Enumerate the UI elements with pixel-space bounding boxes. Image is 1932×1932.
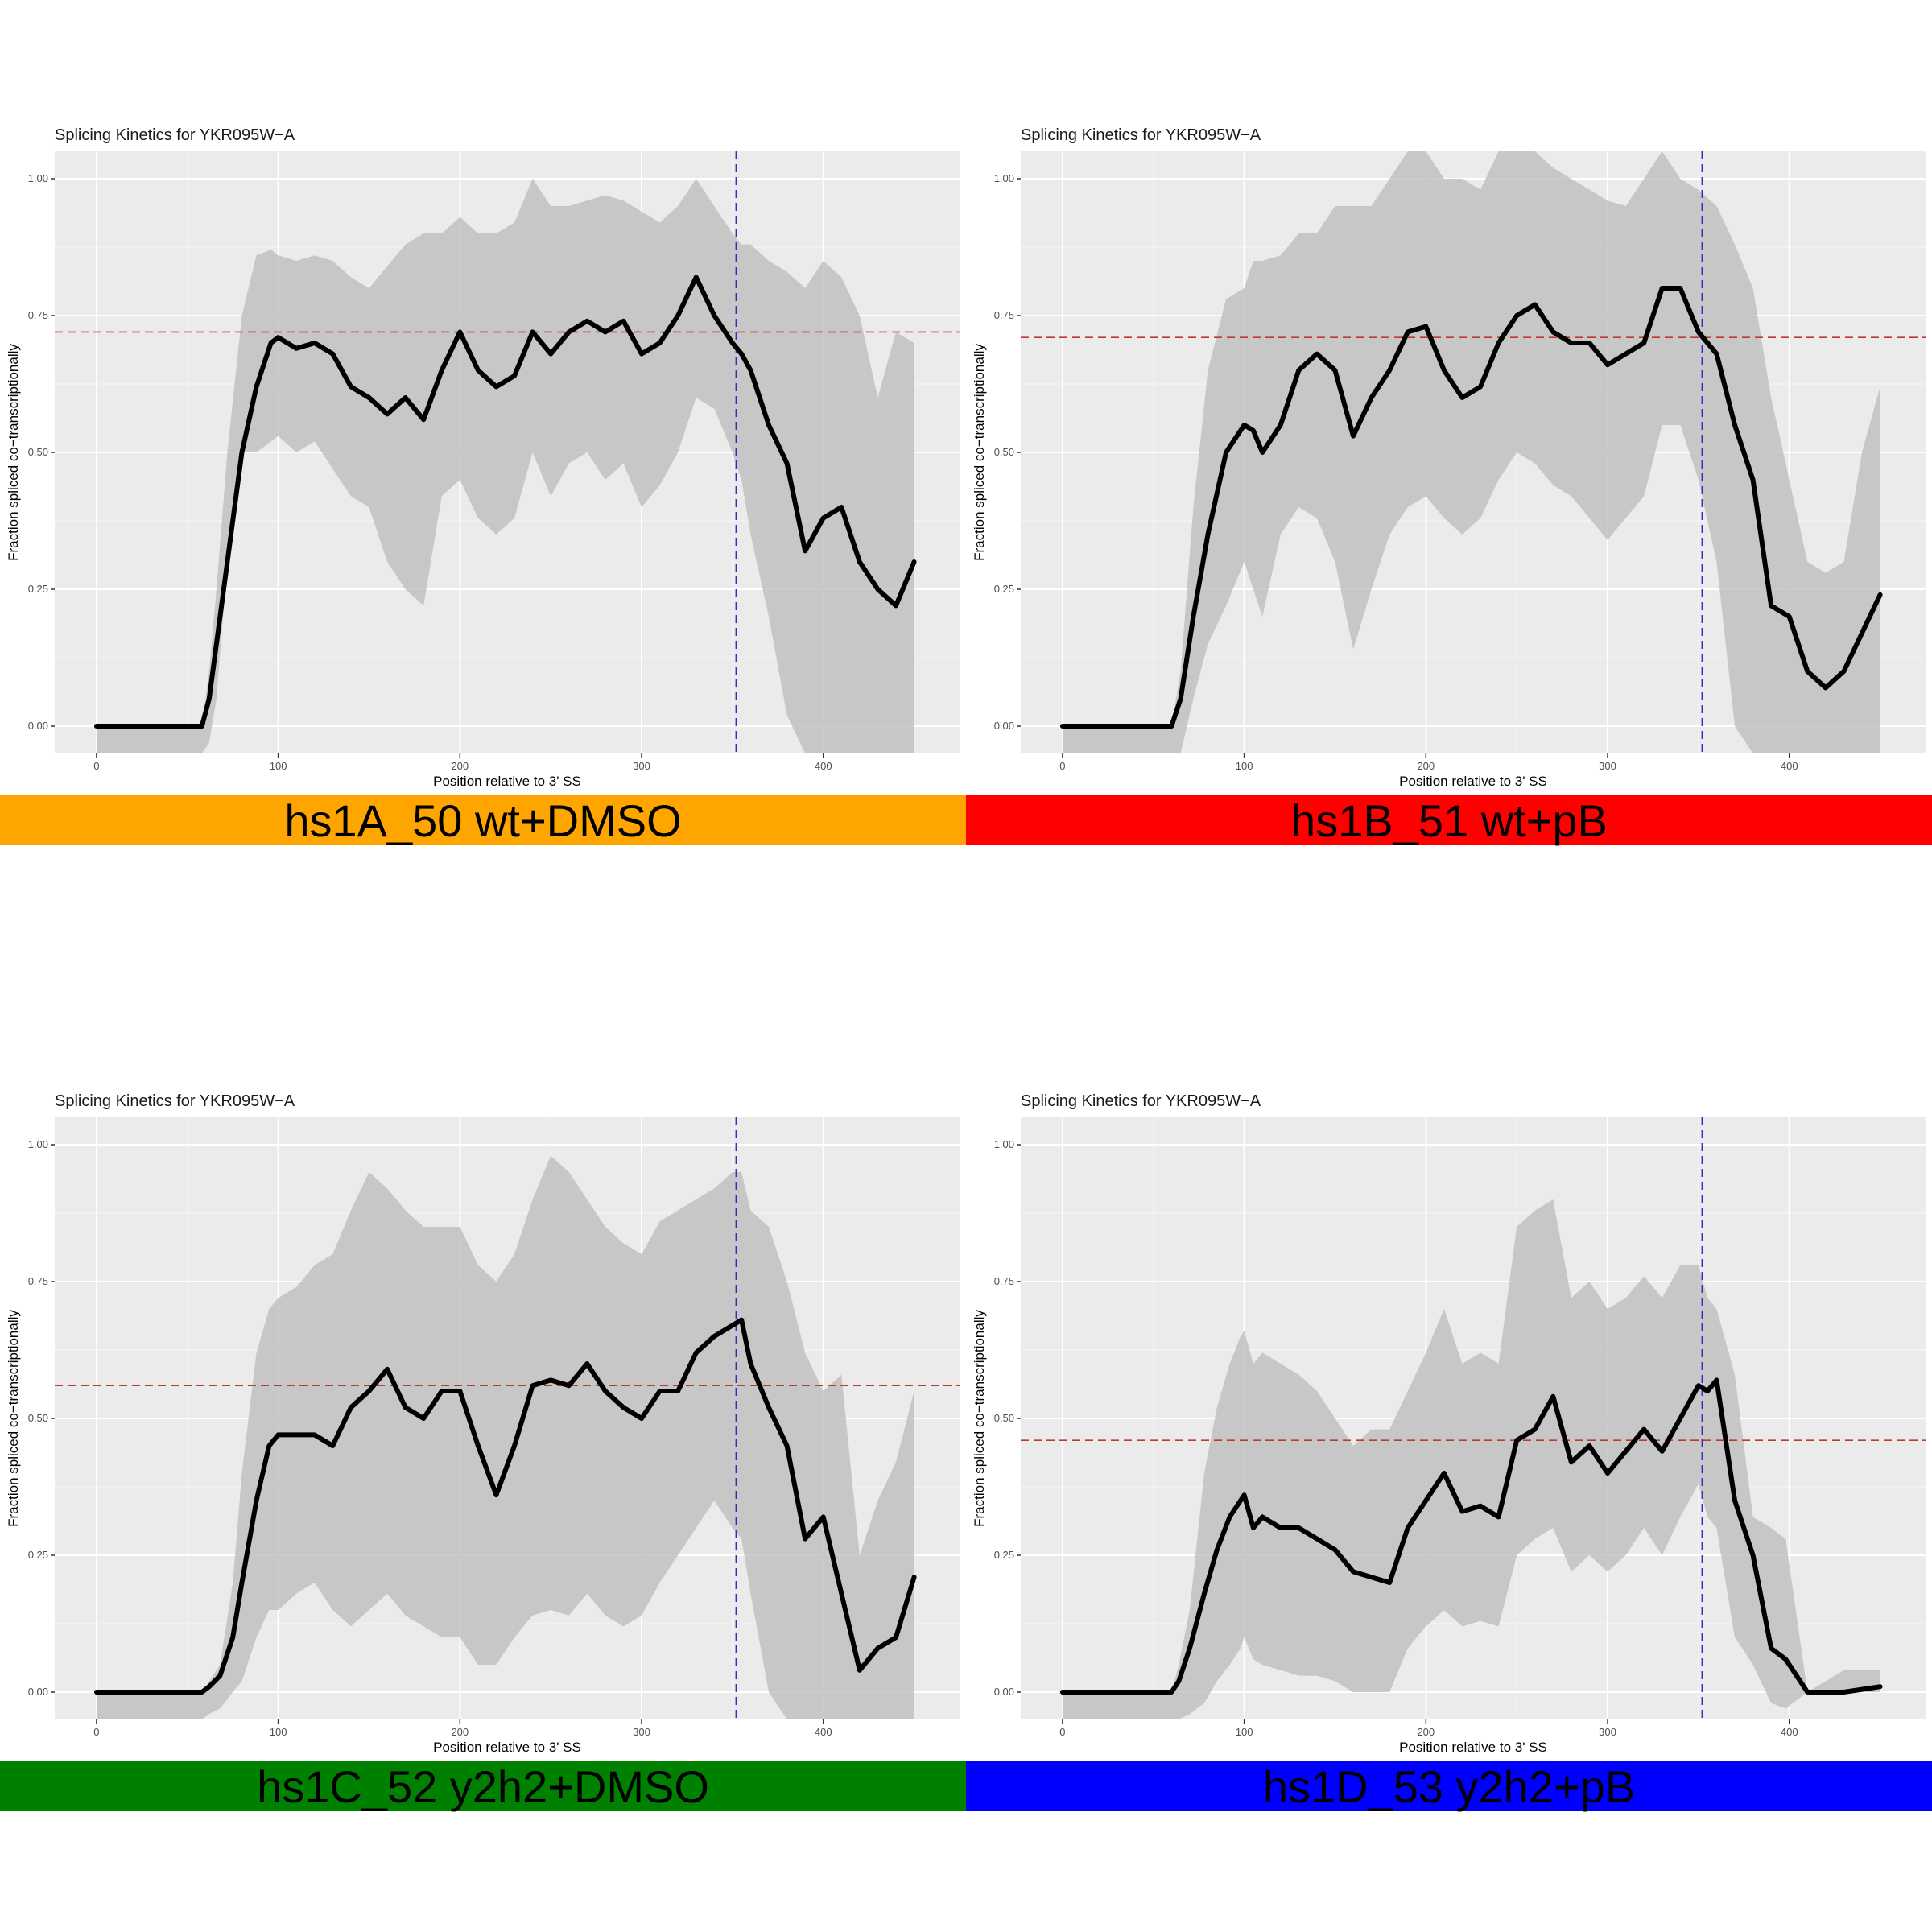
y-tick-label: 0.25 bbox=[994, 1549, 1014, 1561]
y-axis-label: Fraction spliced co−transcriptionally bbox=[972, 344, 987, 561]
chart-panel-4: 0.00 0.25 0.50 0.75 1.00 0 100 200 300 400 Splicin… bbox=[966, 966, 1932, 1932]
confidence-ribbon bbox=[96, 179, 914, 753]
x-axis-label: Position relative to 3' SS bbox=[433, 1740, 581, 1755]
chart-svg-2: 0.00 0.25 0.50 0.75 1.00 0 100 200 300 400 Splicin… bbox=[972, 126, 1926, 789]
y-tick-label: 1.00 bbox=[28, 172, 48, 184]
fraction-spliced-line bbox=[93, 1317, 917, 1695]
chart-panel-1: 0.00 0.25 0.50 0.75 1.00 0 100 200 300 400 Splicin… bbox=[0, 0, 966, 966]
chart-svg-3: 0.00 0.25 0.50 0.75 1.00 0 100 200 300 400 Splicin… bbox=[6, 1092, 960, 1755]
sample-label-text-4: hs1D_53 y2h2+pB bbox=[1262, 1761, 1636, 1812]
x-tick-label: 200 bbox=[451, 1726, 469, 1738]
x-tick-label: 300 bbox=[1599, 1726, 1616, 1738]
confidence-ribbon bbox=[1062, 1199, 1880, 1719]
x-tick-label: 0 bbox=[1059, 1726, 1065, 1738]
x-tick-label: 400 bbox=[1781, 760, 1798, 772]
y-tick-label: 0.50 bbox=[994, 446, 1014, 458]
sample-label-text-1: hs1A_50 wt+DMSO bbox=[284, 795, 682, 846]
confidence-ribbon bbox=[1062, 151, 1880, 753]
x-tick-label: 400 bbox=[815, 760, 832, 772]
plot-layer bbox=[1021, 151, 1926, 753]
x-tick-label: 100 bbox=[1236, 1726, 1253, 1738]
y-tick-label: 0.75 bbox=[28, 1275, 48, 1287]
y-tick-label: 0.25 bbox=[28, 1549, 48, 1561]
x-tick-label: 0 bbox=[93, 760, 99, 772]
x-tick-label: 400 bbox=[1781, 1726, 1798, 1738]
x-axis-label: Position relative to 3' SS bbox=[433, 774, 581, 789]
y-tick-label: 0.50 bbox=[28, 446, 48, 458]
chart-title: Splicing Kinetics for YKR095W−A bbox=[1021, 126, 1261, 144]
x-tick-label: 0 bbox=[93, 1726, 99, 1738]
y-axis-label: Fraction spliced co−transcriptionally bbox=[6, 344, 21, 561]
y-tick-label: 0.75 bbox=[28, 309, 48, 321]
sample-label-1: hs1A_50 wt+DMSO bbox=[0, 795, 966, 846]
x-tick-label: 300 bbox=[1599, 760, 1616, 772]
x-tick-label: 0 bbox=[1059, 760, 1065, 772]
x-tick-label: 100 bbox=[270, 760, 287, 772]
sample-label-2: hs1B_51 wt+pB bbox=[966, 795, 1932, 846]
plot-layer bbox=[1021, 1117, 1926, 1719]
y-tick-label: 0.00 bbox=[994, 720, 1014, 732]
sample-label-3: hs1C_52 y2h2+DMSO bbox=[0, 1761, 966, 1812]
plot-layer bbox=[55, 151, 960, 753]
y-axis-label: Fraction spliced co−transcriptionally bbox=[972, 1310, 987, 1527]
x-tick-label: 100 bbox=[270, 1726, 287, 1738]
plot-layer bbox=[55, 1117, 960, 1719]
y-tick-label: 1.00 bbox=[994, 172, 1014, 184]
chart-title: Splicing Kinetics for YKR095W−A bbox=[55, 1092, 295, 1110]
chart-svg-1: 0.00 0.25 0.50 0.75 1.00 0 100 200 300 400 Splicin… bbox=[6, 126, 960, 789]
confidence-ribbon bbox=[96, 1155, 914, 1719]
sample-label-4: hs1D_53 y2h2+pB bbox=[966, 1761, 1932, 1812]
y-tick-label: 0.00 bbox=[994, 1686, 1014, 1698]
y-tick-label: 0.00 bbox=[28, 1686, 48, 1698]
sample-label-text-3: hs1C_52 y2h2+DMSO bbox=[257, 1761, 709, 1812]
x-tick-label: 200 bbox=[451, 760, 469, 772]
y-tick-label: 1.00 bbox=[994, 1138, 1014, 1150]
x-tick-label: 200 bbox=[1417, 1726, 1435, 1738]
chart-svg-4: 0.00 0.25 0.50 0.75 1.00 0 100 200 300 400 Splicin… bbox=[972, 1092, 1926, 1755]
fraction-spliced-line bbox=[1059, 286, 1883, 729]
y-tick-label: 0.75 bbox=[994, 1275, 1014, 1287]
chart-title: Splicing Kinetics for YKR095W−A bbox=[1021, 1092, 1261, 1110]
y-tick-label: 0.75 bbox=[994, 309, 1014, 321]
chart-title: Splicing Kinetics for YKR095W−A bbox=[55, 126, 295, 144]
x-axis-label: Position relative to 3' SS bbox=[1399, 774, 1547, 789]
y-tick-label: 0.50 bbox=[994, 1412, 1014, 1424]
x-tick-label: 300 bbox=[633, 1726, 650, 1738]
fraction-spliced-line bbox=[93, 275, 917, 729]
fraction-spliced-line bbox=[1059, 1377, 1883, 1695]
x-tick-label: 300 bbox=[633, 760, 650, 772]
y-axis-label: Fraction spliced co−transcriptionally bbox=[6, 1310, 21, 1527]
x-tick-label: 100 bbox=[1236, 760, 1253, 772]
y-tick-label: 0.25 bbox=[994, 583, 1014, 595]
y-tick-label: 0.25 bbox=[28, 583, 48, 595]
chart-panel-3: 0.00 0.25 0.50 0.75 1.00 0 100 200 300 400 Splicin… bbox=[0, 966, 966, 1932]
chart-panel-2: 0.00 0.25 0.50 0.75 1.00 0 100 200 300 400 Splicin… bbox=[966, 0, 1932, 966]
x-tick-label: 400 bbox=[815, 1726, 832, 1738]
sample-label-text-2: hs1B_51 wt+pB bbox=[1290, 795, 1608, 846]
y-tick-label: 0.50 bbox=[28, 1412, 48, 1424]
y-tick-label: 1.00 bbox=[28, 1138, 48, 1150]
x-tick-label: 200 bbox=[1417, 760, 1435, 772]
x-axis-label: Position relative to 3' SS bbox=[1399, 1740, 1547, 1755]
y-tick-label: 0.00 bbox=[28, 720, 48, 732]
